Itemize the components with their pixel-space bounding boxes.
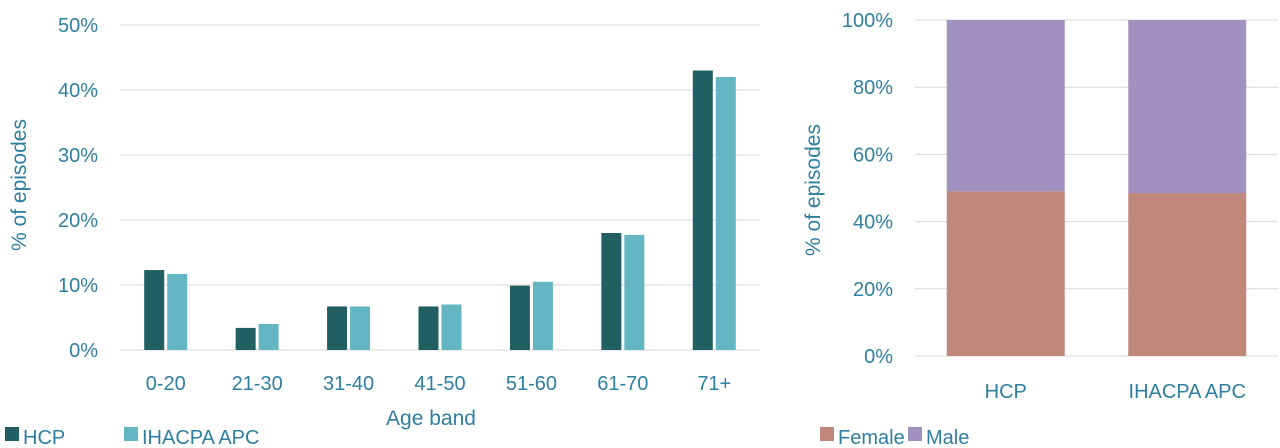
bar-ihacpa-apc-61-70 bbox=[624, 234, 645, 350]
bar-ihacpa-apc-51-60 bbox=[532, 281, 553, 350]
age-band-chart: 0% 10% 20% 30% 40% 50% 0-20 21-30 31-40 41-50 51-… bbox=[5, 15, 760, 448]
y-tick-label: 60% bbox=[853, 144, 893, 166]
bar-male-ihacpa-apc bbox=[1128, 20, 1247, 194]
bar-male-hcp bbox=[946, 20, 1065, 192]
age-chart-x-ticks: 0-20 21-30 31-40 41-50 51-60 61-70 71+ bbox=[146, 373, 732, 395]
legend-label: IHACPA APC bbox=[142, 427, 259, 448]
bar-ihacpa-apc-0-20 bbox=[167, 273, 188, 350]
bar-female-hcp bbox=[946, 191, 1065, 356]
y-tick-label: 20% bbox=[853, 279, 893, 301]
y-tick-label: 80% bbox=[853, 77, 893, 99]
bar-hcp-31-40 bbox=[327, 306, 348, 350]
legend-swatch bbox=[124, 427, 138, 441]
age-chart-legend: HCP IHACPA APC bbox=[5, 427, 259, 448]
x-tick-label: HCP bbox=[985, 381, 1027, 403]
bar-ihacpa-apc-71+ bbox=[715, 77, 736, 350]
bar-hcp-51-60 bbox=[509, 285, 530, 350]
age-chart-grid bbox=[120, 24, 760, 351]
bar-hcp-21-30 bbox=[235, 327, 256, 350]
y-tick-label: 50% bbox=[58, 15, 98, 37]
sex-chart-y-ticks: 0% 20% 40% 60% 80% 100% bbox=[842, 10, 893, 368]
legend-label: Male bbox=[926, 427, 969, 448]
sex-chart-legend: Female Male bbox=[820, 427, 969, 448]
age-chart-x-axis-title: Age band bbox=[386, 407, 476, 430]
sex-chart-bars bbox=[946, 20, 1247, 356]
sex-chart-y-axis-title: % of episodes bbox=[802, 124, 825, 256]
sex-chart-x-ticks: HCP IHACPA APC bbox=[985, 381, 1246, 403]
bar-ihacpa-apc-21-30 bbox=[258, 324, 279, 350]
y-tick-label: 40% bbox=[853, 212, 893, 234]
x-tick-label: 31-40 bbox=[323, 373, 374, 395]
x-tick-label: 71+ bbox=[697, 373, 731, 395]
age-chart-bars bbox=[144, 70, 736, 350]
y-tick-label: 0% bbox=[69, 340, 98, 362]
y-tick-label: 10% bbox=[58, 275, 98, 297]
y-tick-label: 20% bbox=[58, 210, 98, 232]
legend-swatch bbox=[820, 427, 834, 441]
legend-label: Female bbox=[838, 427, 905, 448]
age-chart-y-ticks: 0% 10% 20% 30% 40% 50% bbox=[58, 15, 98, 362]
legend-swatch bbox=[908, 427, 922, 441]
x-tick-label: IHACPA APC bbox=[1129, 381, 1246, 403]
legend-label: HCP bbox=[23, 427, 65, 448]
y-tick-label: 30% bbox=[58, 145, 98, 167]
bar-hcp-71+ bbox=[692, 70, 713, 350]
bar-hcp-41-50 bbox=[418, 306, 439, 350]
bar-hcp-61-70 bbox=[601, 233, 622, 350]
x-tick-label: 21-30 bbox=[232, 373, 283, 395]
sex-chart: 0% 20% 40% 60% 80% 100% HCP IHACPA APC % of ep… bbox=[802, 10, 1278, 448]
bar-hcp-0-20 bbox=[144, 270, 165, 350]
x-tick-label: 41-50 bbox=[414, 373, 465, 395]
bar-ihacpa-apc-31-40 bbox=[350, 306, 371, 350]
x-tick-label: 51-60 bbox=[506, 373, 557, 395]
age-chart-y-axis-title: % of episodes bbox=[8, 119, 31, 251]
y-tick-label: 40% bbox=[58, 80, 98, 102]
x-tick-label: 0-20 bbox=[146, 373, 186, 395]
legend-swatch bbox=[5, 427, 19, 441]
bar-female-ihacpa-apc bbox=[1128, 193, 1247, 356]
bar-ihacpa-apc-41-50 bbox=[441, 304, 462, 350]
x-tick-label: 61-70 bbox=[597, 373, 648, 395]
y-tick-label: 100% bbox=[842, 10, 893, 32]
y-tick-label: 0% bbox=[864, 346, 893, 368]
